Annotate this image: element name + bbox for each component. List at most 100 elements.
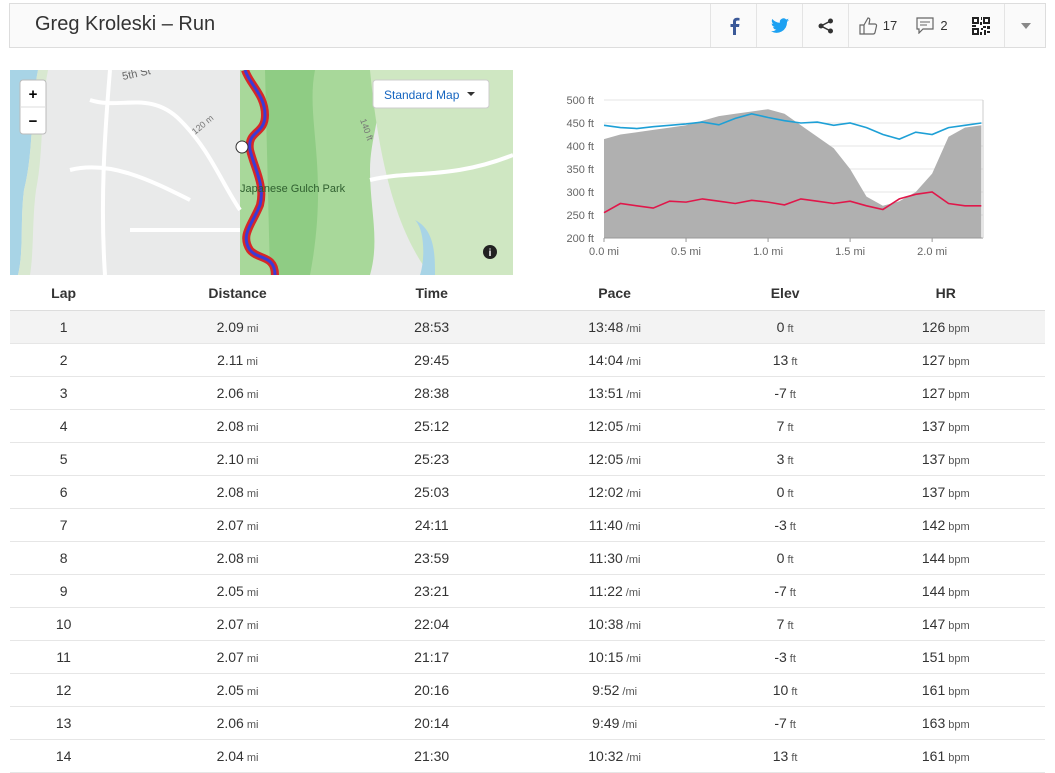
comment-button[interactable]: 2 [906, 4, 958, 47]
lap-row: 14 2.04 mi 21:30 10:32/mi 13 ft 161 bpm [10, 739, 1045, 773]
map-style-button[interactable] [372, 79, 490, 109]
cell-unit: /mi [626, 389, 641, 401]
cell: 11:22/mi [505, 574, 724, 608]
cell-unit: bpm [948, 752, 970, 764]
cell: 2.06 mi [117, 376, 358, 410]
cell: 20:16 [357, 673, 506, 707]
y-tick-label: 250 ft [566, 210, 594, 222]
cell: 2.10 mi [117, 442, 358, 476]
cell: 9:49/mi [505, 706, 724, 740]
cell-unit: bpm [948, 521, 970, 533]
cell-value: 13 [772, 748, 789, 764]
cell-unit: ft [789, 521, 796, 533]
cell: 6 [10, 475, 118, 509]
cell-unit: mi [246, 752, 259, 764]
x-tick-label: 0.0 mi [589, 246, 619, 258]
cell-unit: ft [787, 455, 794, 467]
twitter-button[interactable] [756, 4, 803, 47]
cell-value: 10 [55, 616, 72, 632]
lap-row: 5 2.10 mi 25:23 12:05/mi 3 ft 137 bpm [10, 442, 1045, 476]
cell-value: 11:40 [588, 517, 623, 533]
cell-unit: /mi [626, 455, 641, 467]
roads [69, 70, 513, 275]
header: Greg Kroleski – Run 17 2 [9, 3, 1046, 48]
cell-value: 163 [921, 715, 946, 731]
cell-value: 25:12 [414, 418, 450, 434]
cell-value: -7 [774, 715, 787, 731]
cell: 28:53 [357, 310, 506, 344]
cell: 2.08 mi [117, 541, 358, 575]
qr-button[interactable] [958, 4, 1004, 47]
zoom-out[interactable]: − [29, 113, 38, 130]
cell-value: -7 [774, 385, 787, 401]
cell-value: 9:52 [592, 682, 620, 698]
cell: 147 bpm [846, 607, 1045, 641]
cell-value: 7 [776, 418, 785, 434]
cell-unit: bpm [948, 422, 970, 434]
cell-unit: bpm [948, 455, 970, 467]
cell: 13 ft [723, 343, 847, 377]
cell: 2.04 mi [117, 739, 358, 773]
cell-value: 25:03 [414, 484, 450, 500]
cell-value: 161 [921, 682, 946, 698]
cell: 13:51/mi [505, 376, 724, 410]
cell-value: 10:15 [588, 649, 624, 665]
cell-value: -3 [774, 649, 787, 665]
cell-value: 13 [55, 715, 72, 731]
cell-unit: /mi [626, 356, 641, 368]
cell-unit: ft [791, 686, 798, 698]
cell: 2.05 mi [117, 574, 358, 608]
cell: 2 [10, 343, 118, 377]
cell: 151 bpm [846, 640, 1045, 674]
zoom-in[interactable]: + [29, 86, 38, 103]
qr-icon [972, 16, 990, 35]
cell-value: 14:04 [588, 352, 624, 368]
y-tick-label: 300 ft [566, 187, 594, 199]
cell-unit: mi [246, 686, 259, 698]
cell-value: 10 [772, 682, 789, 698]
info-icon[interactable] [483, 245, 497, 259]
cell-unit: bpm [948, 686, 970, 698]
map-label: Japanese Gulch Park [240, 183, 346, 195]
cell-value: 1 [59, 319, 68, 335]
cell-unit: mi [246, 554, 259, 566]
page: {"header":{"title":"Greg Kroleski – Run"… [9, 3, 1046, 773]
cell: 9 [10, 574, 118, 608]
cell-value: 3 [59, 385, 68, 401]
cell-value: 29:45 [414, 352, 450, 368]
cell-unit: ft [787, 620, 794, 632]
lap-row: 1 2.09 mi 28:53 13:48/mi 0 ft 126 bpm [10, 310, 1045, 344]
cell: 21:17 [357, 640, 506, 674]
cell: 126 bpm [846, 310, 1045, 344]
facebook-button[interactable] [710, 4, 757, 47]
route-line [243, 70, 277, 275]
zoom-control: + − [19, 79, 47, 135]
cell-value: 2.07 [216, 517, 244, 533]
gulch [265, 70, 319, 275]
cell-unit: bpm [948, 653, 970, 665]
share-button[interactable] [802, 4, 849, 47]
lap-row: 4 2.08 mi 25:12 12:05/mi 7 ft 137 bpm [10, 409, 1045, 443]
cell: 23:21 [357, 574, 506, 608]
cell-value: 28:38 [414, 385, 450, 401]
cell-value: 12:02 [588, 484, 624, 500]
lap-row: 13 2.06 mi 20:14 9:49/mi -7 ft 163 bpm [10, 706, 1045, 740]
cell-value: 127 [921, 352, 946, 368]
cell-unit: bpm [948, 554, 970, 566]
cell: -7 ft [723, 574, 847, 608]
lap-row: 3 2.06 mi 28:38 13:51/mi -7 ft 127 bpm [10, 376, 1045, 410]
cell: 11:40/mi [505, 508, 724, 542]
cell-unit: bpm [948, 620, 970, 632]
menu-dropdown[interactable] [1004, 4, 1046, 47]
share-icon [818, 18, 833, 33]
cell: 144 bpm [846, 541, 1045, 575]
cell-unit: bpm [948, 389, 970, 401]
cell-value: 147 [921, 616, 946, 632]
column-header: Elev [723, 275, 847, 311]
cell-unit: /mi [622, 686, 638, 698]
column-header: Lap [10, 275, 118, 311]
cell-value: 4 [59, 418, 68, 434]
like-button[interactable]: 17 [848, 4, 907, 47]
cell-value: 127 [921, 385, 946, 401]
cell-value: 14 [55, 748, 72, 764]
